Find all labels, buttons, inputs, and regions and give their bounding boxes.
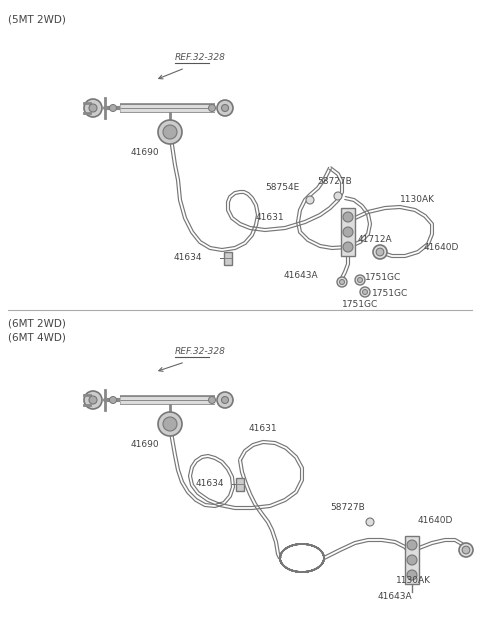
- Bar: [236, 477, 244, 490]
- Circle shape: [221, 105, 228, 112]
- Circle shape: [306, 196, 314, 204]
- Text: 41712A: 41712A: [358, 236, 393, 244]
- Text: 41690: 41690: [131, 148, 159, 157]
- Circle shape: [158, 120, 182, 144]
- Text: 41634: 41634: [173, 254, 202, 262]
- Text: 41643A: 41643A: [378, 592, 412, 601]
- Circle shape: [84, 391, 102, 409]
- Circle shape: [343, 212, 353, 222]
- Text: REF.32-328: REF.32-328: [175, 347, 226, 356]
- Circle shape: [337, 277, 347, 287]
- Circle shape: [221, 397, 228, 404]
- Circle shape: [376, 248, 384, 256]
- Text: 41640D: 41640D: [424, 244, 459, 252]
- Circle shape: [208, 105, 216, 112]
- Bar: [405, 536, 419, 584]
- Circle shape: [343, 242, 353, 252]
- Circle shape: [362, 290, 368, 294]
- Text: 1751GC: 1751GC: [372, 290, 408, 298]
- Circle shape: [109, 105, 117, 112]
- Circle shape: [158, 412, 182, 436]
- Text: (6MT 4WD): (6MT 4WD): [8, 333, 66, 343]
- Circle shape: [217, 100, 233, 116]
- Circle shape: [163, 417, 177, 431]
- Text: 41640D: 41640D: [417, 516, 453, 525]
- Text: 41690: 41690: [131, 440, 159, 449]
- Circle shape: [343, 227, 353, 237]
- Text: 1130AK: 1130AK: [400, 195, 435, 204]
- Text: 41643A: 41643A: [283, 270, 318, 280]
- Circle shape: [163, 125, 177, 139]
- Circle shape: [459, 543, 473, 557]
- Text: 58754E: 58754E: [266, 183, 300, 192]
- Circle shape: [360, 287, 370, 297]
- Circle shape: [109, 397, 117, 404]
- Circle shape: [373, 245, 387, 259]
- Circle shape: [84, 99, 102, 117]
- Circle shape: [334, 192, 342, 200]
- Text: 41631: 41631: [256, 213, 284, 222]
- Circle shape: [89, 104, 97, 112]
- Circle shape: [217, 392, 233, 408]
- Text: 41634: 41634: [195, 479, 224, 489]
- Circle shape: [358, 278, 362, 283]
- Circle shape: [407, 570, 417, 580]
- Text: 41631: 41631: [249, 424, 277, 433]
- Circle shape: [89, 396, 97, 404]
- Circle shape: [462, 546, 470, 554]
- Circle shape: [339, 280, 345, 285]
- Text: (5MT 2WD): (5MT 2WD): [8, 14, 66, 24]
- Circle shape: [366, 518, 374, 526]
- Bar: [224, 252, 232, 265]
- Text: REF.32-328: REF.32-328: [175, 53, 226, 62]
- Text: 1751GC: 1751GC: [365, 273, 401, 281]
- Circle shape: [208, 397, 216, 404]
- Circle shape: [355, 275, 365, 285]
- Text: 58727B: 58727B: [318, 177, 352, 186]
- Bar: [341, 208, 355, 256]
- Circle shape: [407, 540, 417, 550]
- Text: 58727B: 58727B: [331, 503, 365, 512]
- Circle shape: [407, 555, 417, 565]
- Text: (6MT 2WD): (6MT 2WD): [8, 318, 66, 328]
- Text: 1751GC: 1751GC: [342, 300, 378, 309]
- Text: 1130AK: 1130AK: [396, 576, 431, 585]
